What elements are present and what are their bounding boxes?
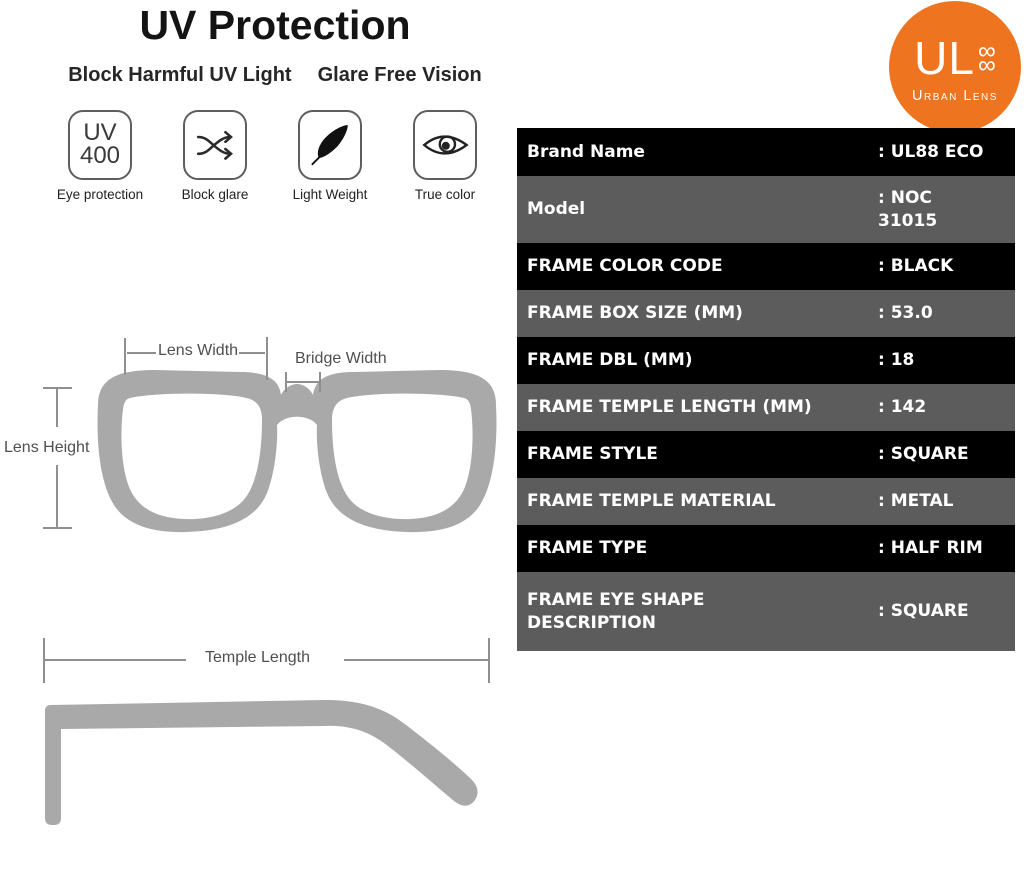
- spec-row-frame-dbl-mm: FRAME DBL (MM) : 18: [517, 337, 1015, 384]
- spec-label: Brand Name: [527, 141, 645, 162]
- spec-row-frame-style: FRAME STYLE : SQUARE: [517, 431, 1015, 478]
- feature-true-color: True color: [410, 110, 480, 202]
- temple-length-label: Temple Length: [205, 649, 310, 666]
- feature-label: Eye protection: [56, 187, 144, 202]
- spec-label: FRAME DBL (MM): [527, 350, 693, 371]
- subtitle-glare-free: Glare Free Vision: [317, 64, 482, 86]
- eye-icon: [413, 110, 477, 180]
- spec-row-frame-type: FRAME TYPE : HALF RIM: [517, 525, 1015, 572]
- spec-row-frame-box-size-mm: FRAME BOX SIZE (MM) : 53.0: [517, 290, 1015, 337]
- spec-row-brand-name: Brand Name : UL88 ECO: [517, 128, 1015, 176]
- spec-value: : NOC 31015: [878, 188, 938, 231]
- feature-light-weight: Light Weight: [292, 110, 368, 202]
- feature-eye-protection: UV 400 Eye protection: [57, 110, 143, 202]
- spec-row-frame-temple-material: FRAME TEMPLE MATERIAL : METAL: [517, 478, 1015, 525]
- spec-value: : SQUARE: [878, 601, 969, 622]
- infinity-icon: ∞ ∞: [977, 37, 996, 79]
- logo-name: Urban Lens: [912, 87, 998, 104]
- page-title: UV Protection: [139, 2, 411, 48]
- spec-value: : 53.0: [878, 303, 933, 324]
- feather-icon: [298, 110, 362, 180]
- uv400-badge-icon: UV 400: [68, 110, 132, 180]
- spec-value: : SQUARE: [878, 444, 969, 465]
- spec-value: : 18: [878, 350, 915, 371]
- spec-value: : HALF RIM: [878, 538, 983, 559]
- feature-block-glare: Block glare: [180, 110, 250, 202]
- spec-value: : UL88 ECO: [878, 141, 984, 162]
- temple-side-diagram: [43, 638, 490, 825]
- spec-label: Model: [527, 199, 586, 220]
- lens-width-label: Lens Width: [158, 342, 239, 359]
- feature-label: Block glare: [181, 187, 249, 202]
- lens-height-label: Lens Height: [4, 439, 90, 456]
- spec-value: : 142: [878, 397, 927, 418]
- spec-label: FRAME STYLE: [527, 444, 658, 465]
- spec-value: : METAL: [878, 491, 954, 512]
- shuffle-arrows-icon: [183, 110, 247, 180]
- feature-row: UV 400 Eye protection Block glare: [57, 110, 480, 202]
- measurement-lines: [43, 638, 490, 683]
- right-lens-cutout: [332, 393, 473, 520]
- uv400-line1: UV: [83, 119, 117, 147]
- spec-label: FRAME BOX SIZE (MM): [527, 303, 743, 324]
- spec-row-model: Model : NOC 31015: [517, 176, 1015, 243]
- feature-label: True color: [414, 187, 476, 202]
- spec-label: FRAME TEMPLE LENGTH (MM): [527, 397, 812, 418]
- spec-row-frame-color-code: FRAME COLOR CODE : BLACK: [517, 243, 1015, 290]
- spec-row-frame-temple-length-mm: FRAME TEMPLE LENGTH (MM) : 142: [517, 384, 1015, 431]
- uv-subtitle: Block Harmful UV Light Glare Free Vision: [30, 64, 520, 87]
- subtitle-block-uv: Block Harmful UV Light: [68, 64, 292, 86]
- urban-lens-logo: UL ∞ ∞ Urban Lens: [889, 1, 1021, 133]
- spec-label: FRAME TEMPLE MATERIAL: [527, 491, 776, 512]
- spec-label: FRAME COLOR CODE: [527, 256, 723, 277]
- spec-label: FRAME EYE SHAPE DESCRIPTION: [527, 590, 705, 633]
- temple-arm-shape: [45, 700, 478, 825]
- uv400-line2: 400: [79, 142, 121, 169]
- spec-value: : BLACK: [878, 256, 954, 277]
- spec-label: FRAME TYPE: [527, 538, 648, 559]
- spec-table: Brand Name : UL88 ECO Model : NOC 31015 FRAM…: [517, 128, 1015, 651]
- glasses-front-diagram: [43, 337, 497, 533]
- feature-label: Light Weight: [292, 187, 368, 202]
- spec-row-frame-eye-shape-description: FRAME EYE SHAPE DESCRIPTION : SQUARE: [517, 572, 1015, 651]
- logo-monogram: UL: [914, 32, 975, 85]
- bridge-width-label: Bridge Width: [295, 350, 387, 367]
- measurement-lines: [43, 337, 321, 529]
- left-lens-cutout: [121, 393, 262, 520]
